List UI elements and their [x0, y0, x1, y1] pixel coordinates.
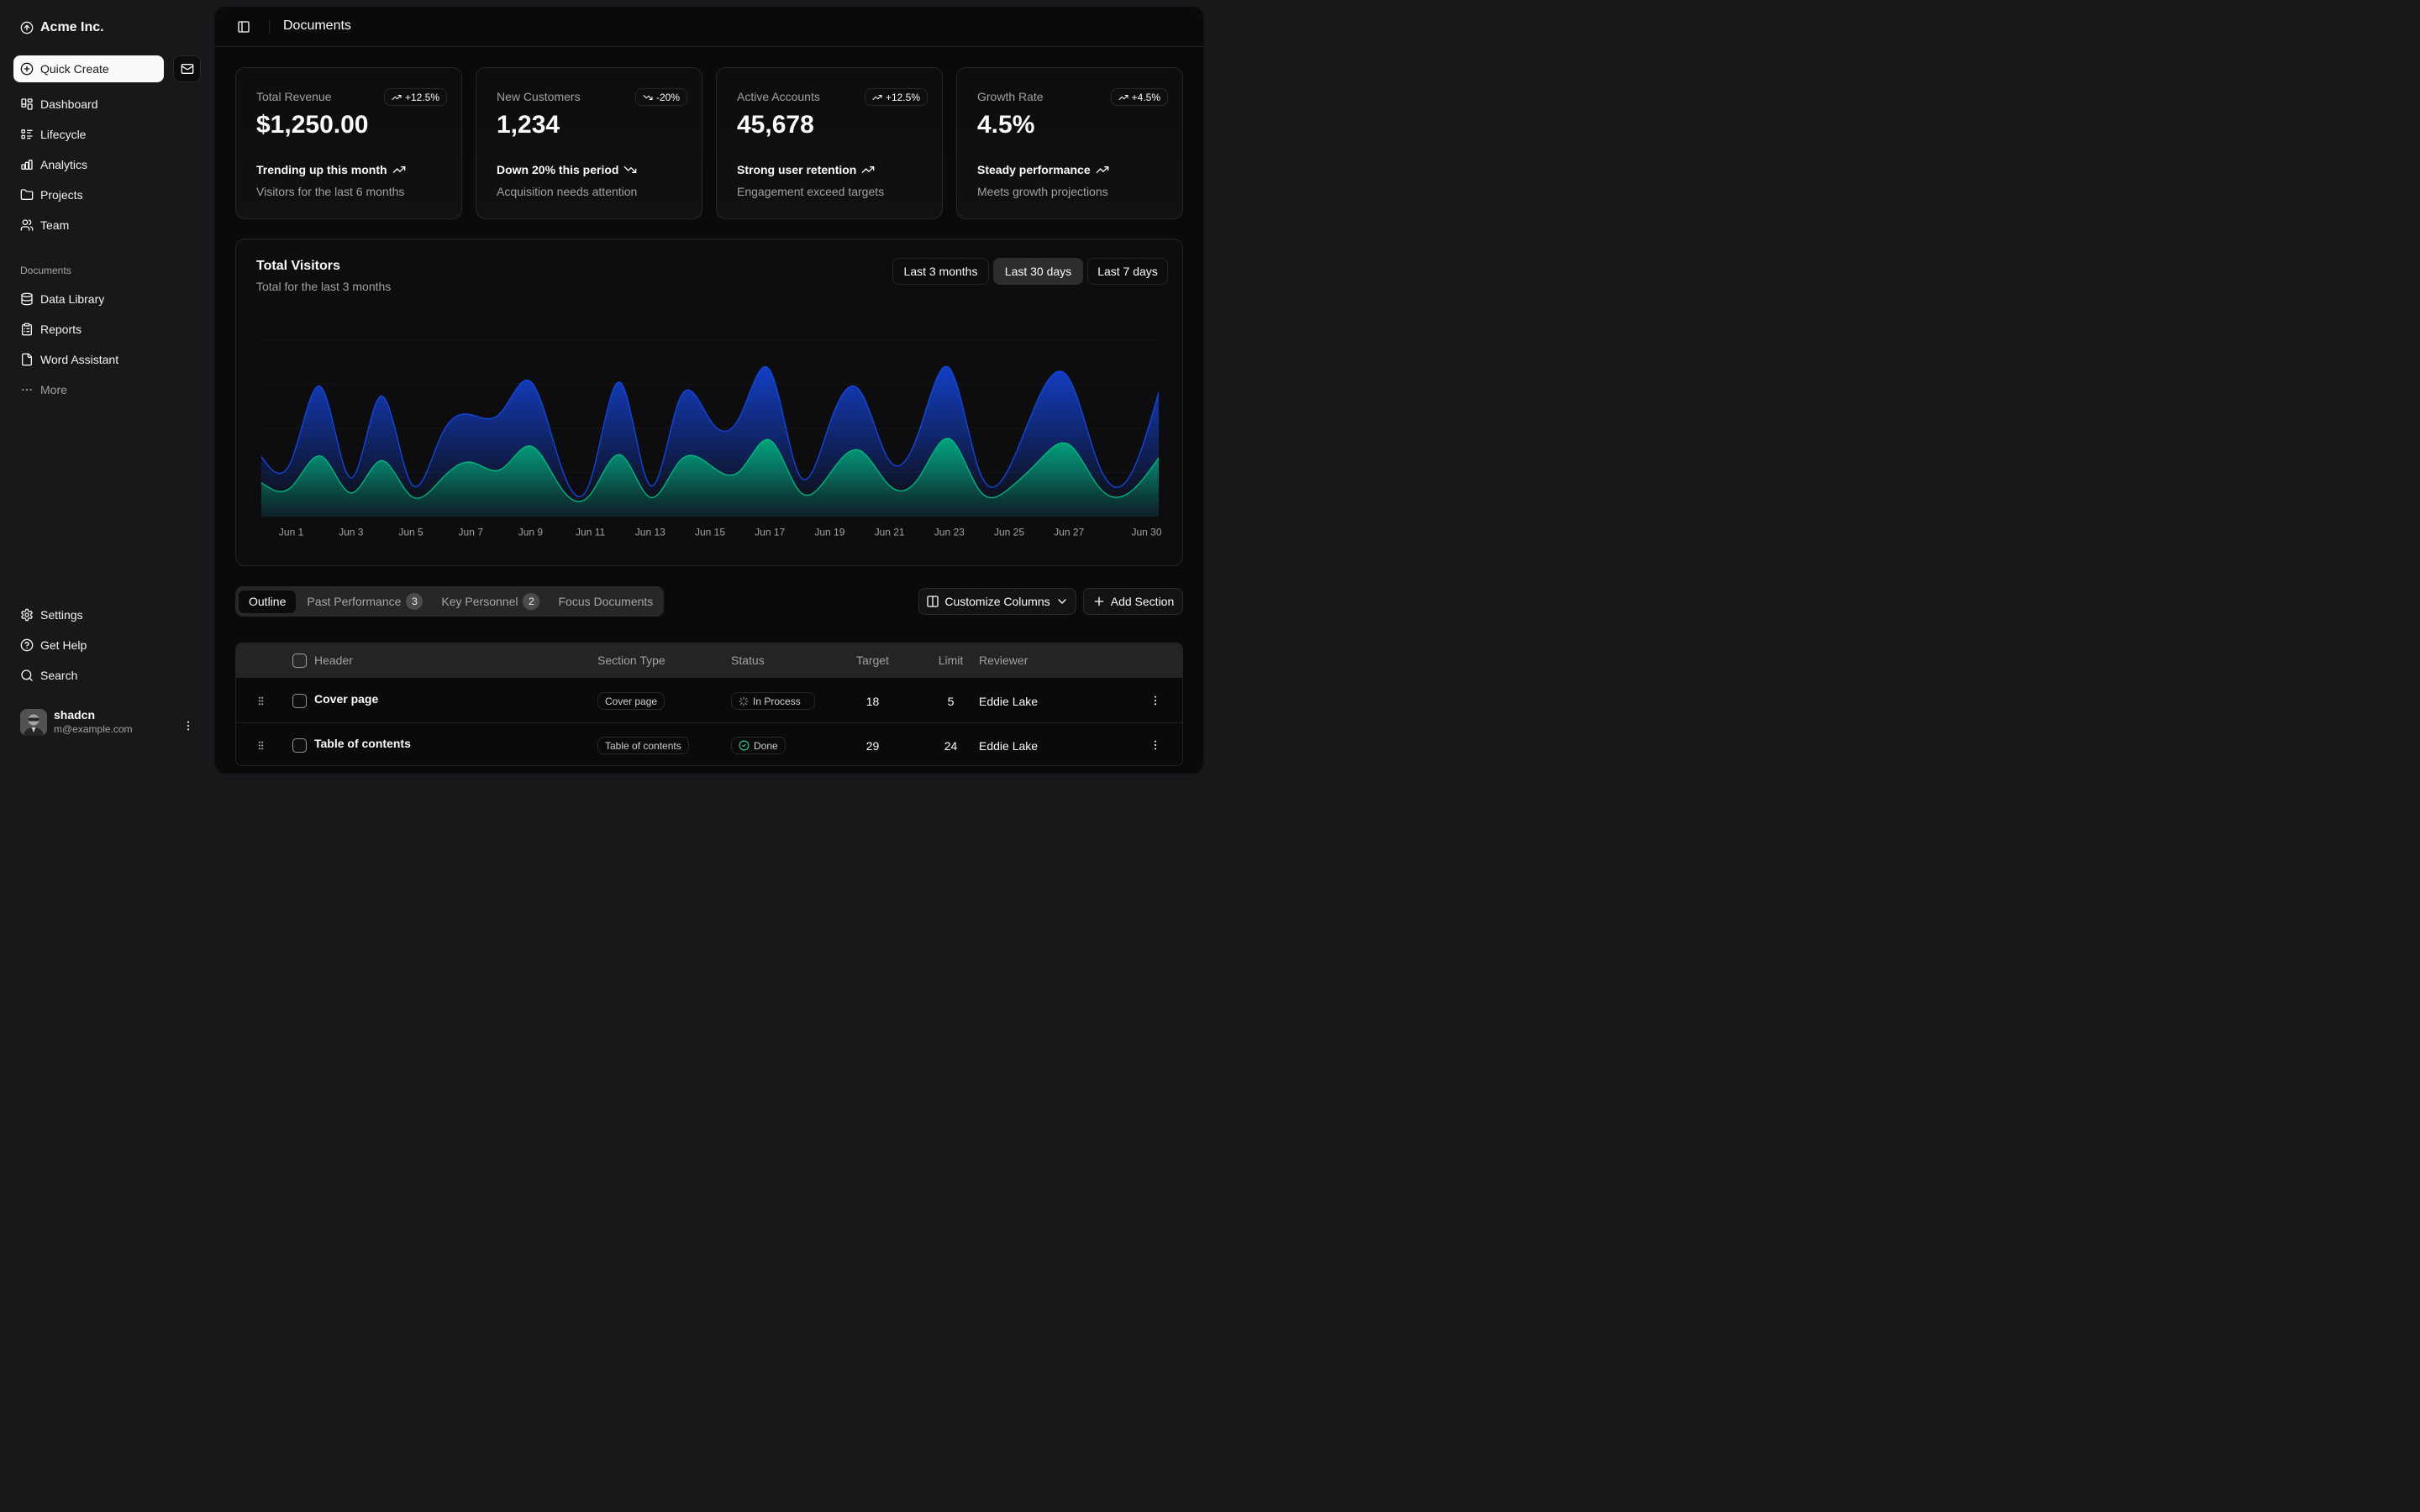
svg-text:Jun 30: Jun 30 [1131, 527, 1161, 538]
svg-text:Jun 9: Jun 9 [518, 527, 544, 538]
svg-text:Jun 25: Jun 25 [994, 527, 1024, 538]
svg-text:Jun 7: Jun 7 [459, 527, 484, 538]
svg-text:Jun 17: Jun 17 [755, 527, 785, 538]
svg-text:Jun 27: Jun 27 [1054, 527, 1084, 538]
svg-text:Jun 13: Jun 13 [635, 527, 666, 538]
svg-text:Jun 23: Jun 23 [934, 527, 965, 538]
svg-text:Jun 21: Jun 21 [875, 527, 905, 538]
svg-text:Jun 3: Jun 3 [339, 527, 364, 538]
svg-text:Jun 11: Jun 11 [576, 527, 605, 538]
svg-text:Jun 1: Jun 1 [279, 527, 304, 538]
svg-text:Jun 19: Jun 19 [814, 527, 844, 538]
svg-text:Jun 15: Jun 15 [695, 527, 725, 538]
svg-text:Jun 5: Jun 5 [398, 527, 424, 538]
